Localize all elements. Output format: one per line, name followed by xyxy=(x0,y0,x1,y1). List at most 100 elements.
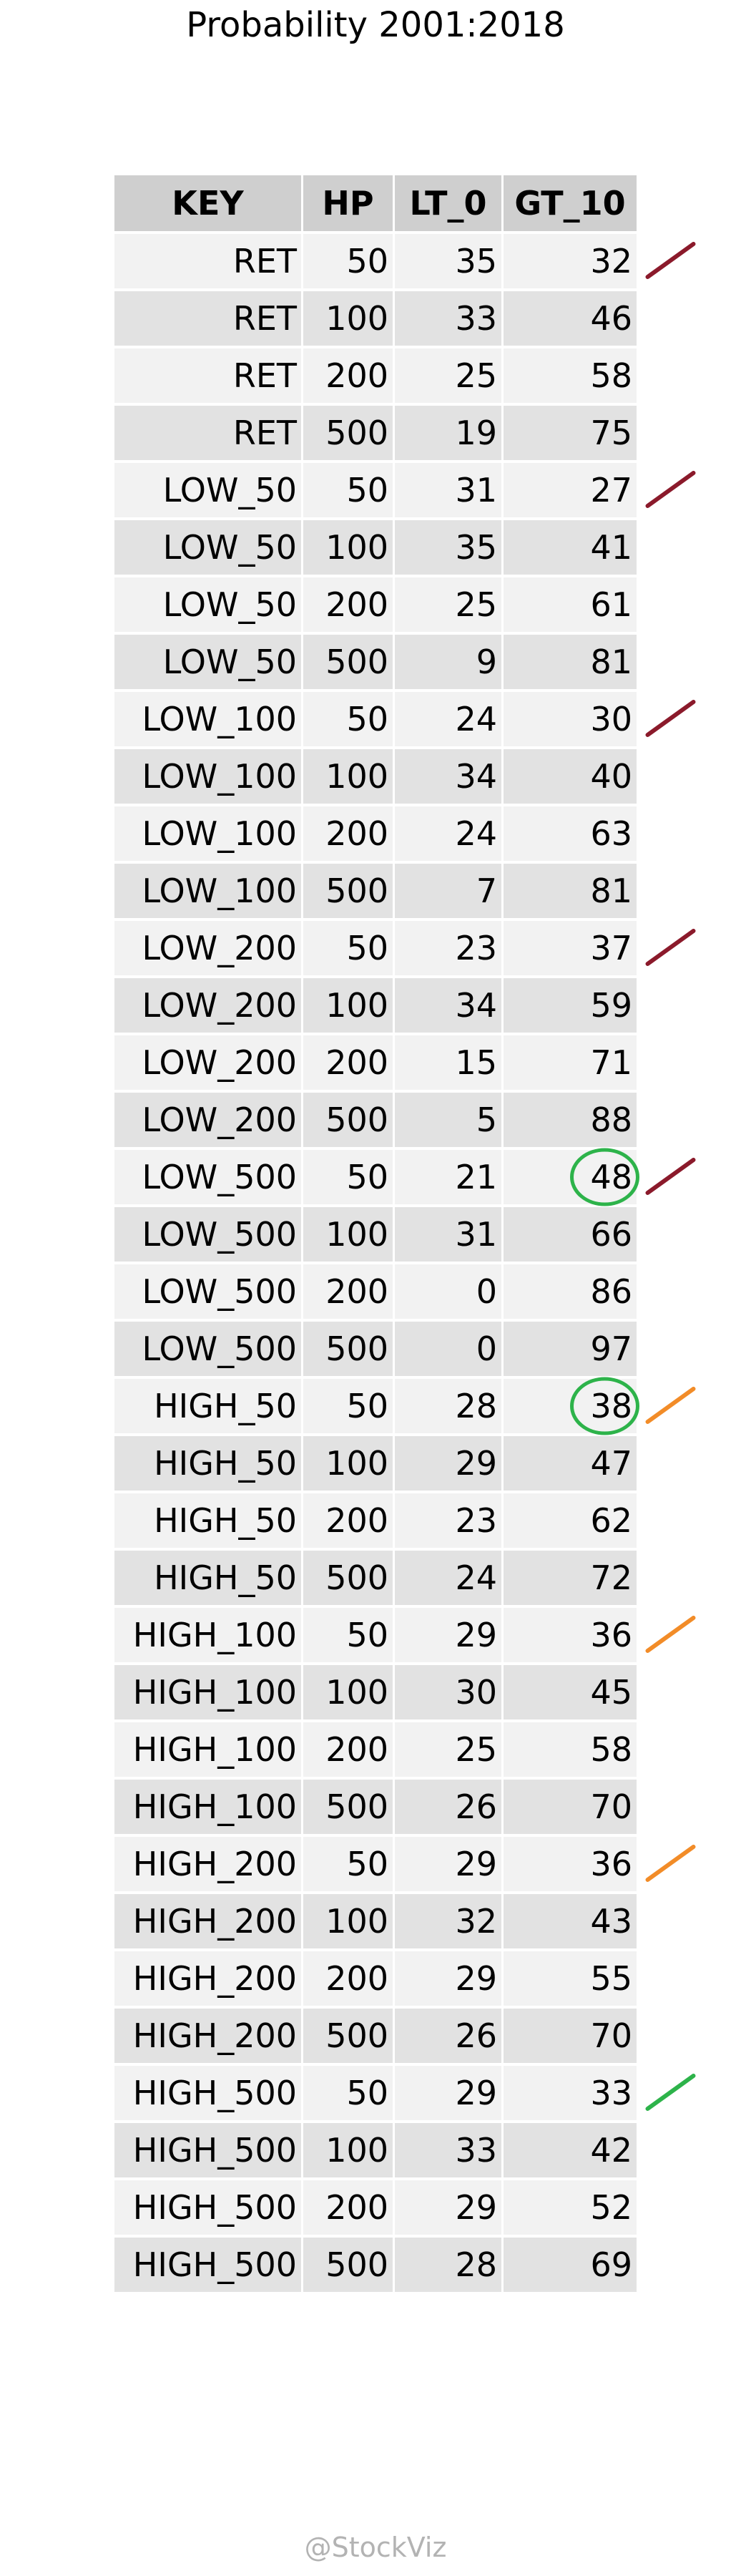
cell-lt0: 30 xyxy=(393,1664,504,1722)
cell-gt10: 30 xyxy=(501,691,639,749)
table-row: LOW_100 200 24 63 xyxy=(112,805,639,864)
table-row: HIGH_200 100 32 43 xyxy=(112,1893,639,1951)
table-row: LOW_200 500 5 88 xyxy=(112,1091,639,1150)
cell-hp: 100 xyxy=(301,519,395,577)
cell-lt0: 5 xyxy=(393,1091,504,1150)
cell-gt10: 58 xyxy=(501,1721,639,1780)
cell-lt0: 9 xyxy=(393,633,504,692)
table-row: RET 200 25 58 xyxy=(112,347,639,406)
cell-lt0: 25 xyxy=(393,1721,504,1780)
cell-hp: 500 xyxy=(301,1091,395,1150)
slash-mark-maroon xyxy=(645,1158,696,1195)
table-row: HIGH_200 50 29 36 xyxy=(112,1835,639,1894)
table-row: RET 500 19 75 xyxy=(112,404,639,463)
cell-gt10: 27 xyxy=(501,462,639,520)
table-row: HIGH_500 200 29 52 xyxy=(112,2179,639,2238)
cell-key: HIGH_100 xyxy=(112,1721,303,1780)
cell-lt0: 29 xyxy=(393,1606,504,1665)
cell-hp: 50 xyxy=(301,2064,395,2123)
cell-gt10: 55 xyxy=(501,1950,639,2009)
cell-hp: 100 xyxy=(301,1435,395,1493)
cell-lt0: 29 xyxy=(393,1950,504,2009)
cell-gt10: 42 xyxy=(501,2122,639,2180)
cell-gt10: 88 xyxy=(501,1091,639,1150)
table-row: LOW_50 100 35 41 xyxy=(112,519,639,577)
cell-gt10: 81 xyxy=(501,633,639,692)
table-row: RET 100 33 46 xyxy=(112,290,639,348)
cell-gt10: 70 xyxy=(501,1778,639,1837)
header-key: KEY xyxy=(112,175,303,234)
cell-lt0: 24 xyxy=(393,1549,504,1608)
table-row: LOW_100 50 24 30 xyxy=(112,691,639,749)
cell-key: LOW_100 xyxy=(112,748,303,806)
cell-hp: 200 xyxy=(301,1721,395,1780)
cell-lt0: 23 xyxy=(393,919,504,978)
cell-gt10: 81 xyxy=(501,862,639,921)
cell-lt0: 34 xyxy=(393,977,504,1035)
cell-hp: 200 xyxy=(301,1492,395,1551)
cell-key: RET xyxy=(112,347,303,406)
cell-hp: 200 xyxy=(301,2179,395,2238)
cell-key: RET xyxy=(112,404,303,463)
cell-lt0: 26 xyxy=(393,2007,504,2066)
cell-lt0: 35 xyxy=(393,519,504,577)
table-row: HIGH_50 100 29 47 xyxy=(112,1435,639,1493)
cell-lt0: 34 xyxy=(393,748,504,806)
cell-hp: 500 xyxy=(301,862,395,921)
table-row: LOW_100 100 34 40 xyxy=(112,748,639,806)
cell-lt0: 33 xyxy=(393,290,504,348)
cell-gt10: 66 xyxy=(501,1206,639,1264)
cell-key: HIGH_50 xyxy=(112,1435,303,1493)
cell-hp: 200 xyxy=(301,1034,395,1093)
cell-hp: 200 xyxy=(301,576,395,635)
cell-gt10: 61 xyxy=(501,576,639,635)
cell-key: HIGH_200 xyxy=(112,1950,303,2009)
cell-key: HIGH_200 xyxy=(112,1835,303,1894)
cell-hp: 50 xyxy=(301,1835,395,1894)
cell-key: LOW_100 xyxy=(112,862,303,921)
probability-table: KEY HP LT_0 GT_10 RET 50 35 32 RET 100 33 46 RET… xyxy=(112,175,639,2295)
cell-hp: 50 xyxy=(301,691,395,749)
cell-key: HIGH_500 xyxy=(112,2122,303,2180)
table-row: HIGH_50 200 23 62 xyxy=(112,1492,639,1551)
cell-hp: 100 xyxy=(301,2122,395,2180)
table-row: HIGH_500 500 28 69 xyxy=(112,2236,639,2295)
cell-key: RET xyxy=(112,290,303,348)
cell-gt10: 36 xyxy=(501,1606,639,1665)
cell-lt0: 0 xyxy=(393,1263,504,1322)
cell-gt10: 43 xyxy=(501,1893,639,1951)
cell-key: RET xyxy=(112,233,303,291)
table-row: HIGH_100 200 25 58 xyxy=(112,1721,639,1780)
cell-key: LOW_200 xyxy=(112,1034,303,1093)
cell-gt10: 33 xyxy=(501,2064,639,2123)
cell-lt0: 25 xyxy=(393,576,504,635)
header-row: KEY HP LT_0 GT_10 xyxy=(112,175,639,234)
cell-gt10: 48 xyxy=(501,1148,639,1207)
cell-lt0: 31 xyxy=(393,462,504,520)
cell-hp: 50 xyxy=(301,462,395,520)
cell-hp: 50 xyxy=(301,233,395,291)
cell-lt0: 29 xyxy=(393,2179,504,2238)
table-row: LOW_50 200 25 61 xyxy=(112,576,639,635)
cell-key: LOW_500 xyxy=(112,1263,303,1322)
cell-key: HIGH_500 xyxy=(112,2179,303,2238)
cell-gt10: 41 xyxy=(501,519,639,577)
cell-hp: 50 xyxy=(301,1377,395,1436)
cell-hp: 500 xyxy=(301,2236,395,2295)
cell-hp: 100 xyxy=(301,977,395,1035)
header-gt10: GT_10 xyxy=(501,175,639,234)
header-lt0: LT_0 xyxy=(393,175,504,234)
cell-key: HIGH_50 xyxy=(112,1549,303,1608)
cell-gt10: 58 xyxy=(501,347,639,406)
cell-gt10: 45 xyxy=(501,1664,639,1722)
cell-hp: 100 xyxy=(301,748,395,806)
table-row: HIGH_100 100 30 45 xyxy=(112,1664,639,1722)
table-row: LOW_500 50 21 48 xyxy=(112,1148,639,1207)
cell-hp: 50 xyxy=(301,1606,395,1665)
cell-gt10: 63 xyxy=(501,805,639,864)
cell-hp: 100 xyxy=(301,1893,395,1951)
cell-gt10: 37 xyxy=(501,919,639,978)
cell-gt10: 32 xyxy=(501,233,639,291)
cell-key: LOW_100 xyxy=(112,805,303,864)
cell-key: LOW_200 xyxy=(112,977,303,1035)
